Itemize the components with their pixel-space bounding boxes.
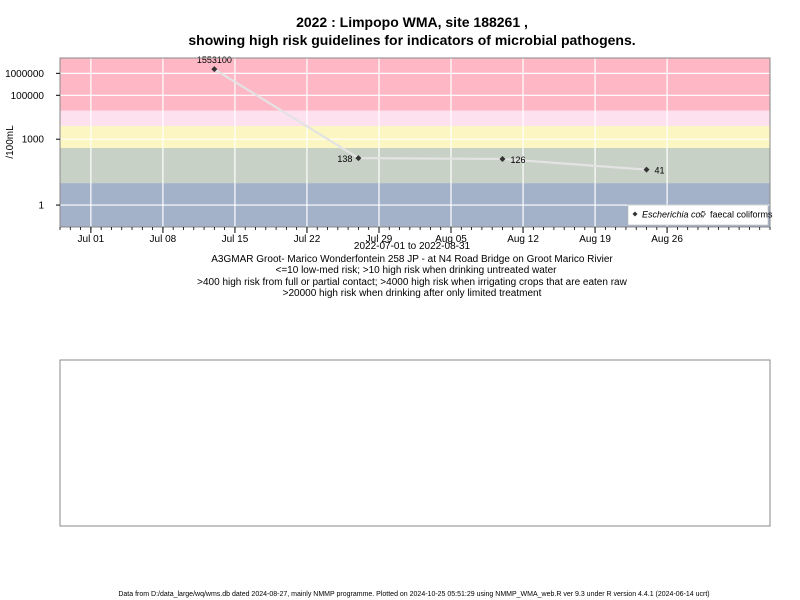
footer-note: Data from D:/data_large/wq/wms.db dated …	[118, 591, 709, 598]
data-point	[499, 155, 506, 162]
plot-panel: 1553100 138 126 41 Escherichia coli faecal …	[59, 55, 773, 228]
caption-date-range: 2022-07-01 to 2022-08-31	[354, 241, 471, 252]
x-tick-label-4: Jul 29	[366, 234, 393, 245]
data-label: 138	[337, 154, 352, 164]
x-tick-label-5: Aug 05	[435, 234, 467, 245]
series-layer: 1553100 138 126 41	[197, 55, 665, 176]
legend-box	[627, 204, 769, 226]
chart-title-line2: showing high risk guidelines for indicat…	[188, 32, 635, 48]
plot-border	[59, 57, 771, 228]
legend: Escherichia coli faecal coliforms	[627, 204, 773, 226]
caption-site: A3GMAR Groot- Marico Wonderfontein 258 J…	[211, 254, 613, 265]
x-tick-label-8: Aug 26	[651, 234, 683, 245]
x-tick-label-1: Jul 08	[150, 234, 177, 245]
x-tick-label-2: Jul 15	[222, 234, 249, 245]
data-point	[211, 66, 218, 73]
chart-title-line1: 2022 : Limpopo WMA, site 188261 ,	[296, 14, 528, 30]
legend-label-faecal-coliforms: faecal coliforms	[710, 210, 773, 220]
x-tick-label-0: Jul 01	[78, 234, 105, 245]
y-tick-label-3: 1	[38, 201, 44, 212]
y-tick-label-1: 100000	[11, 91, 45, 102]
data-label: 1553100	[197, 55, 232, 65]
legend-marker-ecoli	[632, 211, 638, 217]
data-label: 126	[510, 155, 525, 165]
x-axis: Jul 01 Jul 08 Jul 15 Jul 22 Jul 29 Aug 05 Aug …	[59, 227, 771, 245]
y-tick-label-0: 1000000	[5, 69, 44, 80]
series-line-0	[213, 68, 647, 171]
caption-risk-line3: >20000 high risk when drinking after onl…	[283, 288, 542, 299]
legend-marker-faecal-coliforms	[700, 211, 706, 217]
risk-bands	[60, 58, 770, 227]
y-tick-label-2: 1000	[22, 135, 45, 146]
x-tick-label-7: Aug 19	[579, 234, 611, 245]
data-point	[643, 166, 650, 173]
caption-risk-line1: <=10 low-med risk; >10 high risk when dr…	[276, 265, 558, 276]
risk-band-4	[60, 58, 770, 111]
empty-secondary-panel	[59, 359, 771, 527]
y-axis: 1000000 100000 1000 1	[5, 69, 60, 212]
data-point	[355, 155, 362, 162]
y-axis-label: /100mL	[5, 125, 16, 159]
caption-risk-line2: >400 high risk from full or partial cont…	[197, 277, 627, 288]
risk-band-2	[60, 125, 770, 148]
risk-band-1	[60, 147, 770, 184]
data-label: 41	[655, 166, 665, 176]
x-tick-label-6: Aug 12	[507, 234, 539, 245]
x-tick-label-3: Jul 22	[294, 234, 321, 245]
legend-label-ecoli: Escherichia coli	[642, 210, 706, 220]
risk-band-3	[60, 110, 770, 126]
